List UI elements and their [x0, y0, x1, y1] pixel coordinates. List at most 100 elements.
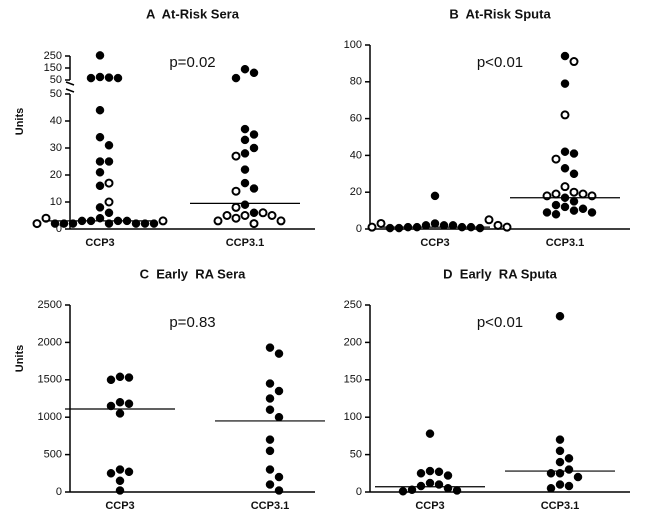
- filled-dot: [407, 485, 417, 495]
- filled-dot: [95, 213, 105, 223]
- filled-dot: [115, 465, 125, 474]
- filled-dot: [124, 467, 134, 477]
- y-tick-label: 10: [50, 196, 62, 208]
- y-tick-label: 150: [44, 62, 62, 74]
- filled-dot: [555, 446, 565, 456]
- y-tick-label: 0: [356, 486, 362, 498]
- filled-dot: [240, 149, 250, 158]
- open-dot: [569, 187, 579, 197]
- open-dot: [258, 208, 268, 218]
- y-tick-label: 0: [56, 223, 62, 235]
- open-dot: [551, 154, 561, 164]
- filled-dot: [240, 178, 250, 188]
- y-tick-label: 20: [350, 186, 362, 198]
- y-tick-label: 150: [344, 374, 362, 386]
- y-tick-label: 250: [44, 50, 62, 62]
- filled-dot: [560, 164, 570, 173]
- filled-dot: [231, 73, 241, 83]
- filled-dot: [249, 143, 259, 153]
- filled-dot: [104, 208, 114, 218]
- filled-dot: [104, 219, 114, 228]
- filled-dot: [113, 73, 123, 83]
- filled-dot: [439, 221, 449, 230]
- open-dot: [231, 186, 241, 196]
- open-dot: [276, 216, 286, 226]
- open-dot: [560, 110, 570, 120]
- filled-dot: [249, 208, 259, 218]
- filled-dot: [573, 472, 583, 482]
- y-tick-label: 1000: [38, 411, 62, 423]
- open-dot: [560, 182, 570, 192]
- filled-dot: [249, 68, 259, 78]
- filled-dot: [95, 51, 105, 60]
- y-tick-label: 2500: [38, 299, 62, 311]
- filled-dot: [425, 478, 435, 488]
- filled-dot: [95, 181, 105, 191]
- filled-dot: [274, 386, 284, 396]
- filled-dot: [569, 206, 579, 215]
- filled-dot: [448, 221, 458, 230]
- open-dot: [502, 222, 512, 232]
- p-value: p=0.02: [169, 54, 215, 71]
- y-tick-label: 40: [50, 115, 62, 127]
- open-dot: [213, 216, 223, 226]
- panel-title: B At-Risk Sputa: [449, 6, 551, 21]
- filled-dot: [569, 197, 579, 206]
- y-tick-label: 1500: [38, 374, 62, 386]
- y-tick-label: 2000: [38, 336, 62, 348]
- open-dot: [240, 211, 250, 220]
- filled-dot: [106, 469, 116, 478]
- filled-dot: [249, 184, 259, 193]
- filled-dot: [564, 465, 574, 474]
- filled-dot: [95, 132, 105, 142]
- open-dot: [222, 211, 232, 220]
- filled-dot: [430, 219, 440, 228]
- p-value: p<0.01: [477, 54, 523, 71]
- filled-dot: [265, 394, 275, 403]
- filled-dot: [555, 435, 565, 444]
- y-tick-label: 250: [344, 299, 362, 311]
- filled-dot: [95, 168, 105, 177]
- y-tick-label: 0: [356, 223, 362, 235]
- filled-dot: [115, 372, 125, 382]
- open-dot: [231, 151, 241, 161]
- open-dot: [249, 219, 259, 229]
- open-dot: [158, 216, 168, 226]
- filled-dot: [430, 191, 440, 201]
- filled-dot: [265, 465, 275, 474]
- filled-dot: [274, 486, 284, 495]
- filled-dot: [86, 73, 96, 83]
- filled-dot: [274, 349, 284, 358]
- filled-dot: [394, 223, 404, 233]
- filled-dot: [564, 481, 574, 491]
- x-tick-label: CCP3: [105, 500, 134, 512]
- filled-dot: [265, 480, 275, 489]
- filled-dot: [385, 223, 395, 233]
- y-tick-label: 100: [344, 411, 362, 423]
- filled-dot: [240, 200, 250, 209]
- filled-dot: [265, 435, 275, 444]
- filled-dot: [59, 219, 69, 228]
- filled-dot: [551, 210, 561, 219]
- filled-dot: [95, 72, 105, 82]
- open-dot: [578, 189, 588, 199]
- y-tick-label: 200: [344, 336, 362, 348]
- filled-dot: [555, 480, 565, 489]
- filled-dot: [421, 221, 431, 230]
- y-tick-label: 60: [350, 113, 362, 125]
- filled-dot: [555, 457, 565, 467]
- filled-dot: [115, 486, 125, 495]
- x-tick-label: CCP3: [85, 237, 114, 249]
- filled-dot: [115, 397, 125, 407]
- open-dot: [104, 178, 114, 188]
- filled-dot: [425, 466, 435, 476]
- panel-title: C Early RA Sera: [140, 266, 247, 281]
- filled-dot: [560, 202, 570, 212]
- filled-dot: [542, 208, 552, 217]
- y-tick-label: 20: [50, 169, 62, 181]
- panel-title: A At-Risk Sera: [146, 6, 240, 21]
- y-tick-label: 50: [50, 74, 62, 86]
- p-value: p=0.83: [169, 314, 215, 331]
- y-tick-label: 40: [350, 149, 362, 161]
